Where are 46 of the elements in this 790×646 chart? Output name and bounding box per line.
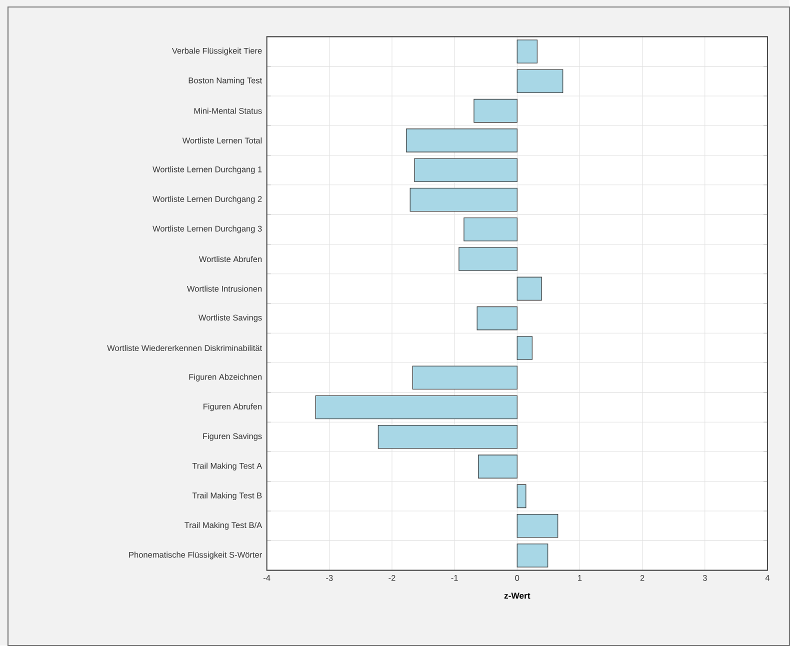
bar — [414, 158, 518, 182]
bar — [516, 514, 558, 538]
bar — [406, 128, 518, 152]
bar — [464, 217, 518, 242]
bar — [315, 395, 518, 420]
x-axis-title: z-Wert — [504, 592, 530, 599]
y-tick-label: Boston Naming Test — [188, 77, 262, 85]
y-tick-label: Wortliste Intrusionen — [187, 286, 262, 292]
x-tick-label: 0 — [515, 574, 520, 581]
y-tick-label: Trail Making Test B — [192, 492, 262, 500]
x-tick-label: -3 — [326, 574, 333, 581]
y-tick-label: Wortliste Lernen Durchgang 3 — [152, 225, 262, 234]
x-tick-label: 1 — [578, 574, 582, 581]
x-tick-label: -2 — [388, 574, 396, 581]
y-tick-label: Wortliste Lernen Total — [182, 137, 262, 144]
bar — [516, 544, 548, 568]
y-tick-label: Wortliste Abrufen — [198, 256, 262, 262]
x-tick-label: 4 — [765, 574, 770, 581]
x-tick-label: -1 — [451, 574, 458, 581]
y-tick-label: Wortliste Wiedererkennen Diskriminabilität — [107, 344, 262, 351]
x-tick-label: -4 — [264, 574, 270, 581]
bar — [478, 454, 518, 478]
bar — [516, 336, 533, 360]
bar — [516, 40, 538, 64]
bar — [516, 276, 542, 301]
bar — [410, 188, 518, 212]
y-tick-label: Wortliste Lernen Durchgang 2 — [152, 196, 262, 204]
bar — [516, 69, 564, 93]
y-tick-label: Figuren Savings — [203, 433, 262, 441]
y-tick-label: Verbale Flüssigkeit Tiere — [172, 48, 262, 56]
y-tick-label: Figuren Abzeichnen — [189, 374, 262, 382]
y-tick-label: Wortliste Lernen Durchgang 1 — [152, 166, 262, 174]
bar — [458, 247, 518, 271]
x-tick-label: 2 — [640, 574, 644, 581]
y-tick-label: Wortliste Savings — [198, 314, 262, 322]
x-tick-label: 3 — [702, 574, 707, 581]
bar — [516, 484, 526, 508]
bar — [474, 98, 518, 123]
y-tick-label: Trail Making Test B/A — [184, 522, 262, 530]
y-tick-label: Trail Making Test A — [192, 462, 262, 470]
bar — [378, 424, 518, 449]
bar — [412, 366, 518, 390]
bar — [476, 306, 518, 330]
y-tick-label: Phonematische Flüssigkeit S-Wörter — [129, 552, 262, 560]
y-tick-label: Mini-Mental Status — [194, 108, 262, 114]
y-tick-label: Figuren Abrufen — [204, 403, 262, 412]
